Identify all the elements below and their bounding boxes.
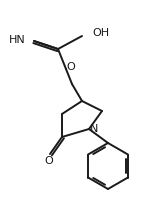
Text: O: O: [67, 62, 75, 72]
Text: N: N: [90, 123, 98, 133]
Text: HN: HN: [9, 35, 26, 45]
Text: OH: OH: [92, 28, 109, 38]
Text: O: O: [45, 155, 53, 165]
